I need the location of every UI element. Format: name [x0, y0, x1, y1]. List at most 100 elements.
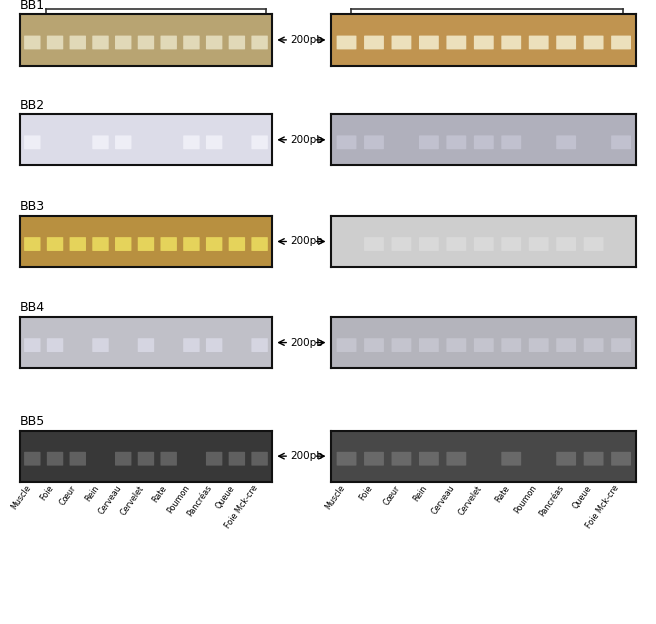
Text: Cervelet: Cervelet [457, 484, 483, 517]
FancyBboxPatch shape [229, 237, 245, 251]
FancyBboxPatch shape [229, 36, 245, 49]
Text: Foie Mck-cre: Foie Mck-cre [223, 484, 260, 530]
Text: Cerveau: Cerveau [430, 484, 457, 516]
FancyBboxPatch shape [337, 36, 356, 49]
FancyBboxPatch shape [92, 338, 109, 352]
Text: Injection IP: Injection IP [443, 19, 531, 34]
FancyBboxPatch shape [251, 452, 268, 466]
FancyBboxPatch shape [556, 237, 576, 251]
Text: Cœur: Cœur [58, 484, 78, 507]
Text: Muscle: Muscle [323, 484, 346, 512]
FancyBboxPatch shape [183, 135, 199, 149]
FancyBboxPatch shape [501, 135, 521, 149]
FancyBboxPatch shape [24, 237, 41, 251]
FancyBboxPatch shape [501, 36, 521, 49]
FancyBboxPatch shape [70, 452, 86, 466]
FancyBboxPatch shape [364, 135, 384, 149]
FancyBboxPatch shape [183, 338, 199, 352]
FancyBboxPatch shape [474, 237, 494, 251]
FancyBboxPatch shape [47, 452, 63, 466]
FancyBboxPatch shape [529, 237, 548, 251]
FancyBboxPatch shape [501, 452, 521, 466]
Text: Foie Mck-cre: Foie Mck-cre [584, 484, 621, 530]
FancyBboxPatch shape [92, 135, 109, 149]
FancyBboxPatch shape [183, 237, 199, 251]
FancyBboxPatch shape [447, 338, 466, 352]
FancyBboxPatch shape [24, 452, 41, 466]
FancyBboxPatch shape [364, 452, 384, 466]
FancyBboxPatch shape [206, 338, 222, 352]
FancyBboxPatch shape [556, 452, 576, 466]
Text: BB4: BB4 [20, 301, 45, 314]
FancyBboxPatch shape [161, 452, 177, 466]
FancyBboxPatch shape [392, 237, 411, 251]
FancyBboxPatch shape [611, 338, 631, 352]
FancyBboxPatch shape [364, 338, 384, 352]
Text: Injection IV: Injection IV [112, 19, 200, 34]
FancyBboxPatch shape [474, 338, 494, 352]
Text: Poumon: Poumon [513, 484, 539, 515]
Text: Queue: Queue [215, 484, 237, 510]
FancyBboxPatch shape [138, 36, 154, 49]
Text: Pancréas: Pancréas [186, 484, 214, 519]
FancyBboxPatch shape [419, 237, 439, 251]
Text: Muscle: Muscle [9, 484, 32, 512]
FancyBboxPatch shape [501, 237, 521, 251]
FancyBboxPatch shape [92, 237, 109, 251]
FancyBboxPatch shape [392, 36, 411, 49]
Text: BB5: BB5 [20, 415, 45, 428]
FancyBboxPatch shape [364, 237, 384, 251]
Text: Rein: Rein [411, 484, 429, 503]
FancyBboxPatch shape [47, 36, 63, 49]
FancyBboxPatch shape [447, 36, 466, 49]
FancyBboxPatch shape [138, 452, 154, 466]
Text: Foie: Foie [38, 484, 55, 502]
FancyBboxPatch shape [447, 237, 466, 251]
FancyBboxPatch shape [337, 452, 356, 466]
FancyBboxPatch shape [447, 452, 466, 466]
FancyBboxPatch shape [251, 135, 268, 149]
FancyBboxPatch shape [419, 338, 439, 352]
Text: Pancréas: Pancréas [538, 484, 566, 519]
FancyBboxPatch shape [611, 452, 631, 466]
FancyBboxPatch shape [419, 36, 439, 49]
Text: Foie: Foie [357, 484, 374, 502]
FancyBboxPatch shape [584, 452, 604, 466]
Text: Rate: Rate [493, 484, 511, 504]
Text: BB3: BB3 [20, 200, 45, 213]
FancyBboxPatch shape [229, 452, 245, 466]
FancyBboxPatch shape [474, 36, 494, 49]
FancyBboxPatch shape [529, 338, 548, 352]
FancyBboxPatch shape [70, 237, 86, 251]
FancyBboxPatch shape [501, 338, 521, 352]
FancyBboxPatch shape [206, 237, 222, 251]
FancyBboxPatch shape [419, 135, 439, 149]
FancyBboxPatch shape [47, 338, 63, 352]
Text: Cœur: Cœur [381, 484, 401, 507]
FancyBboxPatch shape [584, 237, 604, 251]
FancyBboxPatch shape [161, 36, 177, 49]
FancyBboxPatch shape [392, 452, 411, 466]
FancyBboxPatch shape [584, 338, 604, 352]
FancyBboxPatch shape [556, 36, 576, 49]
Text: 200pb: 200pb [291, 451, 323, 461]
FancyBboxPatch shape [115, 237, 131, 251]
Text: Rate: Rate [151, 484, 169, 504]
FancyBboxPatch shape [70, 36, 86, 49]
FancyBboxPatch shape [251, 338, 268, 352]
FancyBboxPatch shape [611, 135, 631, 149]
Text: Cerveau: Cerveau [96, 484, 123, 516]
FancyBboxPatch shape [206, 452, 222, 466]
FancyBboxPatch shape [337, 135, 356, 149]
FancyBboxPatch shape [474, 135, 494, 149]
Text: Queue: Queue [571, 484, 594, 510]
Text: BB2: BB2 [20, 99, 45, 112]
Text: Cervelet: Cervelet [119, 484, 146, 517]
Text: Rein: Rein [83, 484, 100, 503]
Text: 200pb: 200pb [291, 35, 323, 45]
FancyBboxPatch shape [115, 36, 131, 49]
FancyBboxPatch shape [251, 36, 268, 49]
FancyBboxPatch shape [529, 36, 548, 49]
FancyBboxPatch shape [161, 237, 177, 251]
FancyBboxPatch shape [206, 36, 222, 49]
